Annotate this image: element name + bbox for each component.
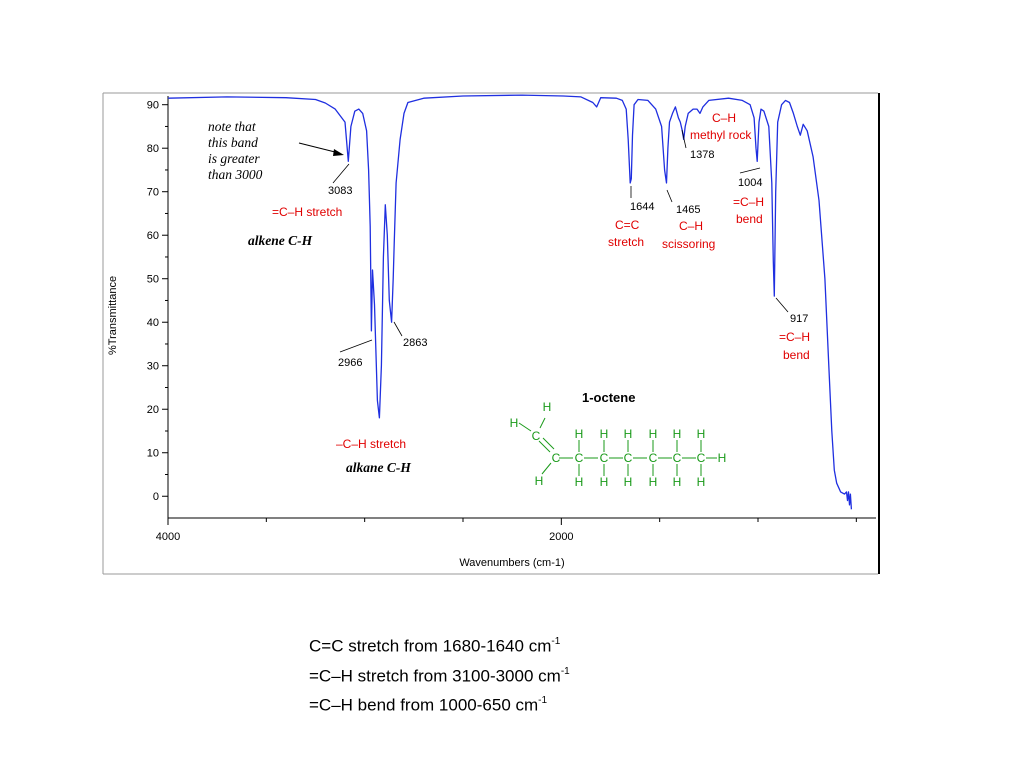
leader-917	[775, 297, 789, 313]
carbon-atom: C	[532, 429, 541, 443]
peak-label-1378: 1378	[690, 149, 714, 161]
hydrogen-atom: H	[697, 427, 706, 441]
x-ticks: 4000 2000	[156, 518, 857, 543]
peak-label-2966: 2966	[338, 357, 362, 369]
hydrogen-atom: H	[673, 427, 682, 441]
y-tick-label: 80	[147, 143, 159, 155]
hydrogen-atom: H	[535, 474, 544, 488]
y-ticks: 0 10 20 30 40 50 60 70 80 90	[147, 100, 168, 503]
peak-label-1644: 1644	[630, 201, 654, 213]
leader-3083	[332, 163, 350, 184]
hydrogen-atom: H	[649, 475, 658, 489]
note-arrow-head	[333, 149, 344, 156]
y-tick-label: 90	[147, 100, 159, 112]
y-axis-title: %Transmittance	[107, 276, 119, 355]
hydrogen-atom: H	[624, 475, 633, 489]
spectrum-line	[167, 94, 853, 510]
carbon-atom: C	[600, 451, 609, 465]
caption-line-3: =C–H bend from 1000-650 cm-1	[309, 695, 548, 715]
bend-1004-label-2: bend	[736, 212, 763, 226]
bend-1004-label-1: =C–H	[733, 195, 764, 209]
leader-1004	[739, 167, 761, 174]
bend-917-label-2: bend	[783, 348, 810, 362]
caption-line-2: =C–H stretch from 3100-3000 cm-1	[309, 665, 570, 686]
bond-c2-h	[541, 462, 552, 475]
leader-1378	[681, 129, 687, 149]
hydrogen-atom: H	[575, 475, 584, 489]
y-tick-label: 10	[147, 448, 159, 460]
bond-c1-c2-a	[538, 440, 551, 453]
y-tick-label: 60	[147, 230, 159, 242]
molecule-name: 1-octene	[582, 390, 635, 405]
y-tick-label: 20	[147, 404, 159, 416]
rock-label-1: C–H	[712, 111, 736, 125]
peak-label-1465: 1465	[676, 204, 700, 216]
carbon-atom: C	[575, 451, 584, 465]
alkene-stretch-label: =C–H stretch	[272, 205, 342, 219]
caption-block: C=C stretch from 1680-1640 cm-1 =C–H str…	[309, 630, 809, 719]
carbon-atom: C	[649, 451, 658, 465]
carbon-atom: C	[697, 451, 706, 465]
peak-label-1004: 1004	[738, 177, 762, 189]
scissor-label-1: C–H	[679, 219, 703, 233]
ir-spectrum-figure: 0 10 20 30 40 50 60 70 80 90 4000 2000 %Transmitta…	[102, 92, 880, 575]
scissor-label-2: scissoring	[662, 237, 715, 251]
peak-label-3083: 3083	[328, 185, 352, 197]
leader-2966	[339, 339, 373, 353]
x-axis-title: Wavenumbers (cm-1)	[459, 557, 564, 569]
alkane-stretch-label: –C–H stretch	[336, 437, 406, 451]
hydrogen-atom: H	[697, 475, 706, 489]
carbon-atom: C	[552, 451, 561, 465]
octene-structure	[518, 417, 717, 476]
rock-label-2: methyl rock	[690, 128, 752, 142]
leader-2863	[393, 321, 403, 337]
bond-h-c1	[518, 422, 532, 432]
carbon-atom: C	[624, 451, 633, 465]
note-line-1: note that	[208, 119, 257, 134]
hydrogen-atom: H	[649, 427, 658, 441]
bond-h-c1b	[539, 417, 546, 429]
bend-917-label-1: =C–H	[779, 330, 810, 344]
y-tick-label: 70	[147, 187, 159, 199]
hydrogen-atom: H	[543, 400, 552, 414]
cc-stretch-label-2: stretch	[608, 235, 644, 249]
carbon-atom: C	[673, 451, 682, 465]
caption-line-1: C=C stretch from 1680-1640 cm-1	[309, 636, 561, 656]
x-tick-label: 2000	[549, 531, 573, 543]
y-tick-label: 0	[153, 491, 159, 503]
y-tick-label: 40	[147, 317, 159, 329]
note-arrow-shaft	[298, 142, 340, 154]
peak-label-2863: 2863	[403, 337, 427, 349]
cc-stretch-label-1: C=C	[615, 218, 640, 232]
y-tick-label: 50	[147, 274, 159, 286]
hydrogen-atom: H	[673, 475, 682, 489]
hydrogen-atom: H	[600, 475, 609, 489]
hydrogen-atom: H	[600, 427, 609, 441]
hydrogen-atom: H	[624, 427, 633, 441]
hydrogen-atom: H	[510, 416, 519, 430]
note-line-2: this band	[208, 135, 258, 150]
note-line-3: is greater	[208, 151, 260, 166]
x-tick-label: 4000	[156, 531, 180, 543]
y-tick-label: 30	[147, 361, 159, 373]
bond-c1-c2-b	[542, 437, 555, 450]
hydrogen-atom: H	[718, 451, 727, 465]
alkene-ch-label: alkene C-H	[248, 233, 313, 248]
leader-1465	[666, 189, 673, 203]
note-line-4: than 3000	[208, 167, 263, 182]
hydrogen-atom: H	[575, 427, 584, 441]
alkane-ch-label: alkane C-H	[346, 460, 411, 475]
peak-label-917: 917	[790, 313, 808, 325]
